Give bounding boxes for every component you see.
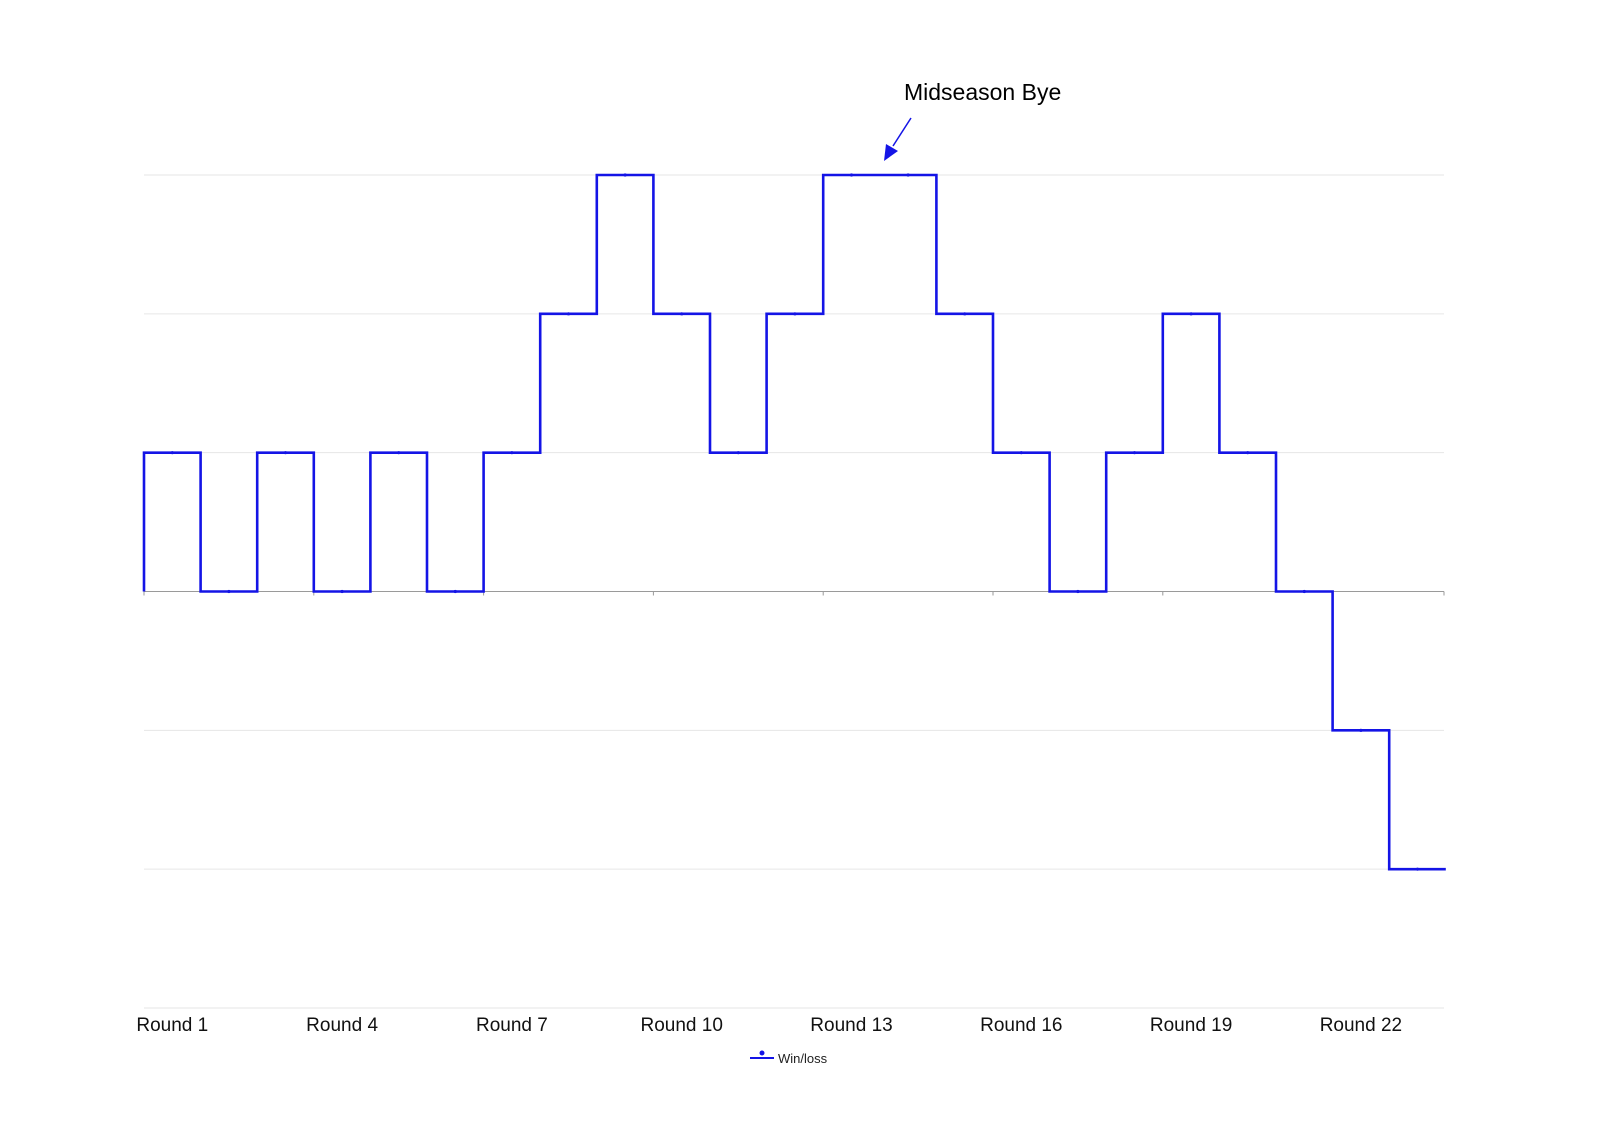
series-area [142,173,1446,871]
x-tick-label: Round 13 [810,1015,892,1036]
legend: Win/loss [750,1050,828,1066]
data-point [680,312,684,316]
grid-lines [144,174,1444,1009]
x-tick-label: Round 4 [306,1015,378,1036]
data-point [1019,451,1023,455]
data-point [566,312,571,316]
x-tick-labels: Round 1 Round 4 Round 7 Round 10 Round 13 Rou… [136,1015,1402,1036]
annotation-arrow-line [892,117,912,147]
data-point [1189,312,1193,316]
data-point [1359,728,1363,732]
data-point [453,589,457,594]
x-tick-label: Round 22 [1320,1015,1402,1036]
data-point [1076,589,1080,594]
annotation: Midseason Bye [884,79,1061,161]
data-point [1415,867,1420,871]
data-point [170,451,174,455]
data-point [1302,589,1306,594]
x-tick-label: Round 1 [136,1015,208,1036]
data-point [227,589,231,594]
data-point [623,173,627,177]
legend-label: Win/loss [778,1051,828,1066]
x-tick-label: Round 16 [980,1015,1062,1036]
annotation-arrow-head [884,144,898,161]
data-point [1246,451,1250,455]
data-point [736,451,740,455]
annotation-label: Midseason Bye [904,79,1061,105]
data-point [963,312,967,316]
data-point [793,312,797,316]
x-tick-label: Round 19 [1150,1015,1232,1036]
data-point [849,173,854,177]
x-tick-label: Round 7 [476,1015,548,1036]
x-tick-label: Round 10 [640,1015,722,1036]
data-point [1132,451,1137,455]
data-point [397,451,401,455]
data-point [510,451,514,455]
data-point [906,173,910,177]
data-point [340,589,344,594]
data-point [283,451,288,455]
series-line-win-loss [142,173,1446,871]
legend-marker [759,1050,765,1056]
